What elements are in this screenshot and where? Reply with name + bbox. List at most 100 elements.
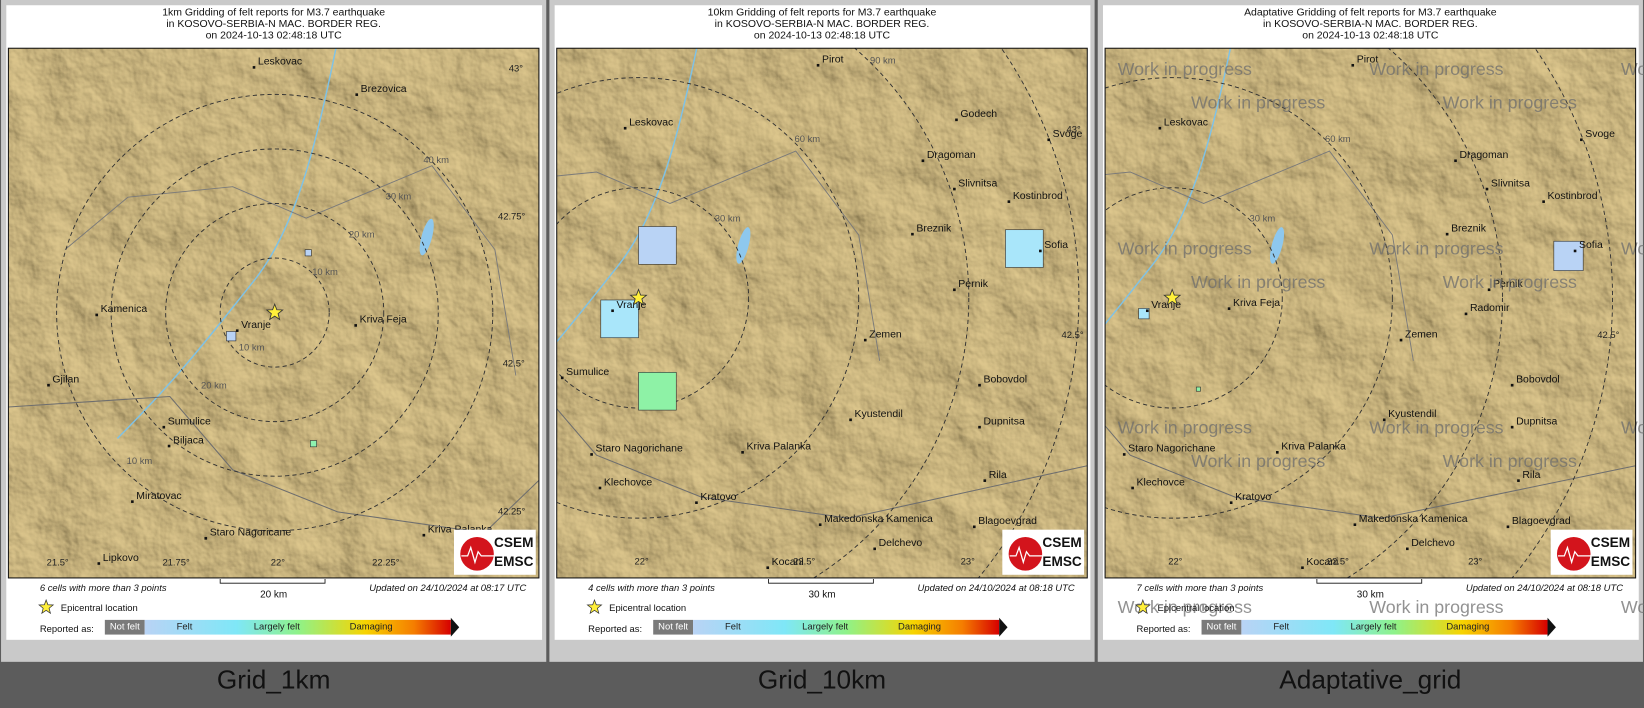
colorbar-notfelt <box>1201 619 1242 635</box>
legend-class: Damaging <box>1446 621 1489 632</box>
legend-class: Damaging <box>350 621 393 632</box>
place-label: Kyustendil <box>855 409 903 420</box>
place-dot <box>1007 200 1011 203</box>
legend-class: Not felt <box>1207 621 1237 632</box>
place-label: Kostinbrod <box>1548 191 1598 202</box>
legend-class: Largely felt <box>254 621 300 632</box>
logo-wave <box>1009 545 1051 565</box>
epicenter-star <box>1163 288 1182 306</box>
colorbar-notfelt <box>653 619 694 635</box>
place-label: Breznik <box>1451 223 1487 234</box>
place-label: Staro Nagoricane <box>210 528 292 539</box>
ring-label: 10 km <box>312 266 338 277</box>
place-label: Kriva Palanka <box>747 442 812 453</box>
map-border <box>7 47 540 579</box>
place-dot <box>1122 453 1126 456</box>
panel-title: on 2024-10-13 02:48:18 UTC <box>206 30 343 41</box>
place-dot <box>972 525 976 529</box>
epicenter-star <box>629 288 648 306</box>
place-label: Zemen <box>1405 329 1438 340</box>
watermark: Work in progress <box>1443 272 1577 292</box>
place-label: Staro Nagorichane <box>596 444 683 455</box>
map: Leskovac Brezovica Kamenica Vranje Kriva Fej… <box>8 48 539 578</box>
place-label: Makedonska Kamenica <box>824 514 933 525</box>
watermark: Work in progress <box>1443 451 1577 471</box>
place-label: Klechovce <box>1137 477 1185 488</box>
place-label: Delchevo <box>879 538 923 549</box>
place-label: Dragoman <box>927 150 976 161</box>
watermark: Work in progress <box>1191 451 1325 471</box>
legend-epicenter: Epicentral location <box>1158 602 1235 613</box>
map: Pirot Leskovac Svoge Dragoman Slivnitsa Kosti… <box>1105 48 1636 578</box>
place-dot <box>1510 383 1514 387</box>
place-label: Delchevo <box>1411 538 1455 549</box>
panel-title: in KOSOVO-SERBIA-N MAC. BORDER REG. <box>715 19 930 30</box>
grid-cell <box>1553 240 1584 271</box>
ring-label: 30 km <box>386 191 412 202</box>
border <box>8 395 539 534</box>
panel-title: on 2024-10-13 02:48:18 UTC <box>1302 30 1439 41</box>
place-label: Biljaca <box>173 435 204 446</box>
legend-class: Largely felt <box>1350 621 1396 632</box>
grid-cell <box>310 440 317 448</box>
colorbar-arrow <box>450 617 460 637</box>
watermark: Work in progress <box>1369 418 1503 438</box>
watermark: Work in progress <box>1621 418 1644 438</box>
scale-label: 30 km <box>1357 589 1384 600</box>
place-label: Rila <box>1522 470 1540 481</box>
map-panel: 10km Gridding of felt reports for M3.7 e… <box>549 0 1095 662</box>
place-dot <box>1227 307 1231 310</box>
updated-note: Updated on 24/10/2024 at 08:17 UTC <box>369 582 526 593</box>
place-label: Kriva Feja <box>360 315 407 326</box>
place-dot <box>766 566 770 570</box>
river <box>116 48 337 439</box>
place-dot <box>818 523 822 527</box>
coordinate-label: 42.25° <box>498 505 526 516</box>
place-dot <box>1301 566 1304 570</box>
place-label: Leskovac <box>258 57 302 68</box>
epicenter-star <box>265 302 284 321</box>
scale-label: 30 km <box>808 589 835 600</box>
coordinate-label: 22° <box>1168 556 1182 567</box>
place-dot <box>611 309 614 313</box>
distance-ring <box>1105 187 1283 409</box>
logo-text: CSEM <box>1591 535 1630 550</box>
place-label: Kostinbrod <box>1013 191 1063 202</box>
logo-text: EMSC <box>1042 554 1082 569</box>
place-label: Bobovdol <box>1516 374 1560 385</box>
distance-ring <box>1346 48 1503 578</box>
place-dot <box>955 118 958 122</box>
place-label: Staro Nagorichane <box>1128 444 1215 455</box>
legend-epicenter: Epicentral location <box>609 602 686 613</box>
panel-title: Adaptative Gridding of felt reports for … <box>1244 7 1497 18</box>
coordinate-label: 22° <box>271 557 285 568</box>
panel-title: 10km Gridding of felt reports for M3.7 e… <box>708 7 937 18</box>
ring-label: 30 km <box>715 213 741 224</box>
panel-title: in KOSOVO-SERBIA-N MAC. BORDER REG. <box>1263 19 1478 30</box>
place-label: Sumulice <box>168 416 211 427</box>
place-dot <box>1445 232 1449 236</box>
ring-label: 20 km <box>201 379 227 390</box>
watermark: Work in progress <box>1443 93 1577 113</box>
place-dot <box>953 187 956 191</box>
place-dot <box>1506 525 1510 529</box>
distance-ring <box>812 48 970 578</box>
cells-note: 6 cells with more than 3 points <box>40 582 167 593</box>
place-dot <box>695 501 698 504</box>
logo-text: EMSC <box>494 554 534 569</box>
distance-ring <box>165 203 385 423</box>
watermark: Work in progress <box>1118 238 1252 258</box>
panel-title: in KOSOVO-SERBIA-N MAC. BORDER REG. <box>166 19 381 30</box>
distance-ring <box>556 77 860 519</box>
place-label: Kriva Palanka <box>1281 442 1346 453</box>
watermark: Work in progress <box>1621 59 1644 79</box>
place-label: Kocani <box>1306 557 1338 568</box>
place-dot <box>1158 126 1162 130</box>
watermark: Work in progress <box>1621 238 1644 258</box>
place-label: Vranje <box>617 300 647 311</box>
map-border <box>1104 47 1637 579</box>
colorbar <box>144 619 451 635</box>
grid-cell <box>1005 229 1044 268</box>
panel-title: 1km Gridding of felt reports for M3.7 ea… <box>162 7 385 18</box>
